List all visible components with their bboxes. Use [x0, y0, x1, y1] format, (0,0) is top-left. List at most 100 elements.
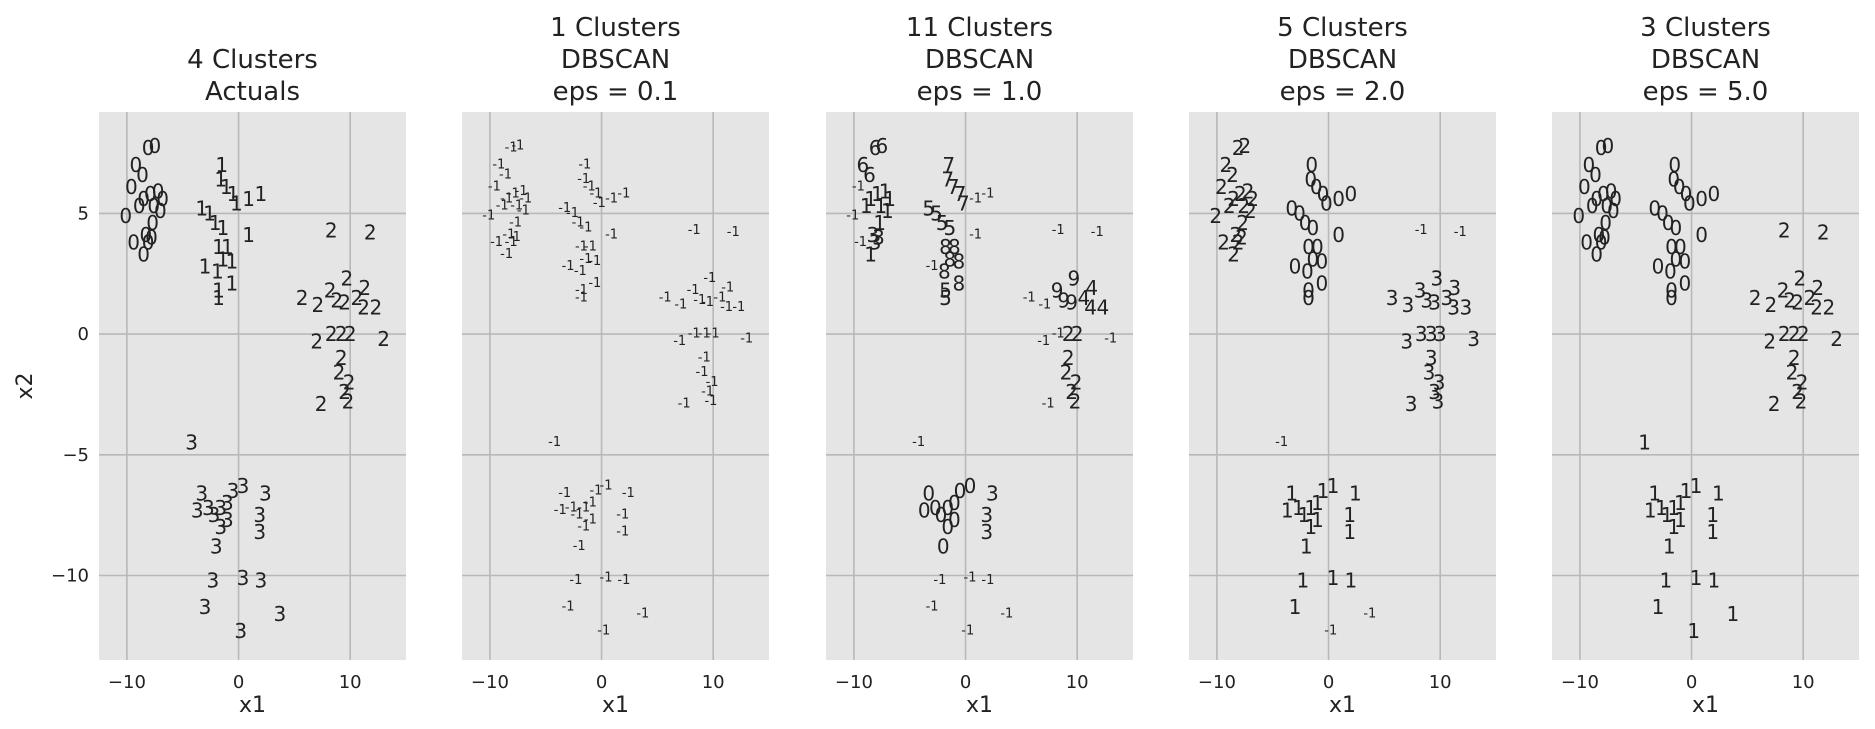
data-point: 1 — [1298, 503, 1311, 527]
data-point: 1 — [230, 192, 243, 216]
data-point: 2 — [1234, 182, 1247, 206]
data-point: 0 — [1605, 180, 1618, 204]
x-tick-label: −10 — [108, 672, 146, 693]
x-tick-label: −10 — [1198, 672, 1236, 693]
data-point: 3 — [221, 491, 234, 515]
data-point: -1 — [1324, 624, 1337, 639]
data-point: 2 — [1242, 180, 1255, 204]
data-point: 2 — [1209, 204, 1222, 228]
data-point: -1 — [605, 228, 618, 243]
data-point: 1 — [1667, 496, 1680, 520]
data-point: 0 — [142, 136, 155, 160]
data-point: 1 — [1311, 491, 1324, 515]
data-point: 0 — [119, 204, 132, 228]
data-point: 1 — [1690, 566, 1703, 590]
data-point: 0 — [1670, 216, 1683, 240]
data-point: 2 — [1749, 286, 1762, 310]
x-tick-label: 10 — [1066, 672, 1089, 693]
data-point: 1 — [1674, 491, 1687, 515]
data-point: -1 — [574, 264, 587, 279]
x-tick-label: 10 — [1429, 672, 1452, 693]
data-point: 0 — [1593, 223, 1606, 247]
data-point: 1 — [1667, 515, 1680, 539]
data-point: 3 — [1447, 296, 1460, 320]
data-point: 0 — [1586, 194, 1599, 218]
x-tick-label: 0 — [233, 672, 244, 693]
data-point: 0 — [964, 474, 977, 498]
data-point: 0 — [152, 180, 165, 204]
data-point: 0 — [1345, 182, 1358, 206]
subplot-title-line: 5 Clusters — [1277, 13, 1408, 43]
x-tick-label: −10 — [1561, 672, 1599, 693]
data-point: 2 — [1230, 223, 1243, 247]
data-point: 2 — [1804, 286, 1817, 310]
data-point: -1 — [1275, 435, 1288, 450]
data-point: 2 — [1830, 327, 1843, 351]
data-point: -1 — [509, 216, 522, 231]
data-point: -1 — [508, 230, 521, 245]
data-point: -1 — [517, 203, 530, 218]
data-point: 4 — [1078, 286, 1091, 310]
data-point: 2 — [325, 322, 338, 346]
data-point: -1 — [701, 385, 714, 400]
data-point: -1 — [706, 375, 719, 390]
data-point: 3 — [1459, 296, 1472, 320]
data-point: 3 — [185, 431, 198, 455]
data-point: -1 — [969, 228, 982, 243]
data-point: 0 — [140, 223, 153, 247]
data-point: 2 — [338, 291, 351, 315]
data-point: -1 — [510, 199, 523, 214]
data-point: 3 — [1428, 380, 1441, 404]
data-point: 3 — [1400, 329, 1413, 353]
data-point: -1 — [583, 179, 596, 194]
data-point: 0 — [144, 182, 157, 206]
subplot-title-line: DBSCAN — [925, 45, 1034, 75]
data-point: -1 — [593, 196, 606, 211]
data-point: 0 — [147, 194, 160, 218]
data-point: -1 — [688, 327, 701, 342]
data-point: 3 — [1433, 370, 1446, 394]
data-point: -1 — [721, 281, 734, 296]
data-point: 1 — [255, 182, 268, 206]
data-point: -1 — [1037, 334, 1050, 349]
data-point: 2 — [1062, 322, 1075, 346]
data-point: 3 — [986, 481, 999, 505]
data-point: 0 — [156, 187, 169, 211]
data-point: 4 — [1085, 276, 1098, 300]
subplot-title-line: 11 Clusters — [906, 13, 1053, 43]
data-point: 0 — [1580, 230, 1593, 254]
data-point: -1 — [852, 179, 865, 194]
data-point: 2 — [1778, 322, 1791, 346]
data-point: 2 — [343, 370, 356, 394]
data-point: 2 — [1791, 291, 1804, 315]
data-point: 0 — [1311, 235, 1324, 259]
data-point: -1 — [490, 235, 503, 250]
data-point: 1 — [1638, 431, 1651, 455]
x-axis-label: x1 — [966, 693, 993, 718]
data-point: 1 — [211, 259, 224, 283]
data-point: 2 — [1793, 267, 1806, 291]
data-point: 3 — [227, 479, 240, 503]
data-point: 7 — [957, 192, 970, 216]
data-point: -1 — [500, 247, 513, 262]
data-point: 1 — [1660, 568, 1673, 592]
data-point: -1 — [565, 500, 578, 515]
data-point: 3 — [253, 520, 266, 544]
data-point: 1 — [1327, 566, 1340, 590]
data-point: 0 — [1304, 168, 1317, 192]
data-point: 1 — [217, 247, 230, 271]
data-point: -1 — [713, 290, 726, 305]
data-point: 1 — [214, 168, 227, 192]
data-point: 0 — [1301, 259, 1314, 283]
data-point: -1 — [703, 271, 716, 286]
data-point: 3 — [1467, 327, 1480, 351]
data-point: 0 — [1673, 175, 1686, 199]
data-point: 0 — [1695, 223, 1708, 247]
data-point: 3 — [1448, 276, 1461, 300]
data-point: -1 — [499, 167, 512, 182]
data-point: 0 — [1299, 211, 1312, 235]
subplot-title-line: 3 Clusters — [1640, 13, 1771, 43]
data-point: -1 — [605, 191, 618, 206]
data-point: 2 — [1764, 293, 1777, 317]
